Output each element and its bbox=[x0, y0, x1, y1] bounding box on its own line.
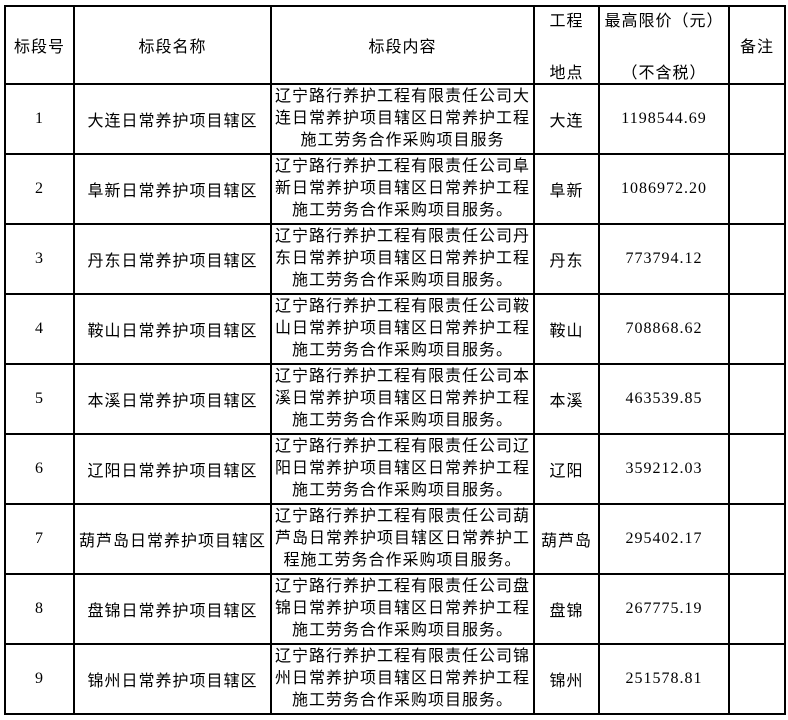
table-row: 1 大连日常养护项目辖区 辽宁路行养护工程有限责任公司大连日常养护项目辖区日常养… bbox=[4, 83, 786, 155]
cell-section-no: 4 bbox=[4, 293, 75, 365]
table-row: 3 丹东日常养护项目辖区 辽宁路行养护工程有限责任公司丹东日常养护项目辖区日常养… bbox=[4, 223, 786, 295]
cell-location: 本溪 bbox=[533, 363, 600, 435]
cell-section-name: 本溪日常养护项目辖区 bbox=[73, 363, 272, 435]
cell-section-no: 2 bbox=[4, 153, 75, 225]
cell-section-name: 鞍山日常养护项目辖区 bbox=[73, 293, 272, 365]
header-max-price-stack: 最高限价（元） （不含税） bbox=[601, 8, 727, 82]
cell-section-name: 葫芦岛日常养护项目辖区 bbox=[73, 503, 272, 575]
header-max-price: 最高限价（元） （不含税） bbox=[598, 5, 730, 85]
cell-section-content: 辽宁路行养护工程有限责任公司锦州日常养护项目辖区日常养护工程施工劳务合作采购项目… bbox=[270, 643, 535, 715]
cell-max-price: 1198544.69 bbox=[598, 83, 730, 155]
header-location-stack: 工程 地点 bbox=[536, 8, 597, 82]
cell-max-price: 1086972.20 bbox=[598, 153, 730, 225]
cell-max-price: 463539.85 bbox=[598, 363, 730, 435]
table-row: 8 盘锦日常养护项目辖区 辽宁路行养护工程有限责任公司盘锦日常养护项目辖区日常养… bbox=[4, 573, 786, 645]
cell-section-content: 辽宁路行养护工程有限责任公司阜新日常养护项目辖区日常养护工程施工劳务合作采购项目… bbox=[270, 153, 535, 225]
table-row: 7 葫芦岛日常养护项目辖区 辽宁路行养护工程有限责任公司葫芦岛日常养护项目辖区日… bbox=[4, 503, 786, 575]
cell-section-content: 辽宁路行养护工程有限责任公司鞍山日常养护项目辖区日常养护工程施工劳务合作采购项目… bbox=[270, 293, 535, 365]
cell-section-content: 辽宁路行养护工程有限责任公司辽阳日常养护项目辖区日常养护工程施工劳务合作采购项目… bbox=[270, 433, 535, 505]
cell-section-no: 9 bbox=[4, 643, 75, 715]
cell-location: 锦州 bbox=[533, 643, 600, 715]
table-row: 9 锦州日常养护项目辖区 辽宁路行养护工程有限责任公司锦州日常养护项目辖区日常养… bbox=[4, 643, 786, 715]
cell-remark bbox=[728, 433, 786, 505]
cell-section-name: 丹东日常养护项目辖区 bbox=[73, 223, 272, 295]
cell-remark bbox=[728, 223, 786, 295]
table-body: 1 大连日常养护项目辖区 辽宁路行养护工程有限责任公司大连日常养护项目辖区日常养… bbox=[4, 83, 786, 715]
cell-section-name: 大连日常养护项目辖区 bbox=[73, 83, 272, 155]
header-max-price-line1: 最高限价（元） bbox=[604, 13, 724, 30]
cell-section-no: 6 bbox=[4, 433, 75, 505]
cell-max-price: 708868.62 bbox=[598, 293, 730, 365]
cell-section-content: 辽宁路行养护工程有限责任公司本溪日常养护项目辖区日常养护工程施工劳务合作采购项目… bbox=[270, 363, 535, 435]
cell-section-name: 锦州日常养护项目辖区 bbox=[73, 643, 272, 715]
cell-location: 阜新 bbox=[533, 153, 600, 225]
bid-sections-table: 标段号 标段名称 标段内容 工程 地点 最高限价（元） （不含税） 备注 1 大… bbox=[4, 5, 786, 715]
cell-section-no: 1 bbox=[4, 83, 75, 155]
cell-remark bbox=[728, 83, 786, 155]
cell-remark bbox=[728, 293, 786, 365]
header-location: 工程 地点 bbox=[533, 5, 600, 85]
header-section-no: 标段号 bbox=[4, 5, 75, 85]
cell-max-price: 267775.19 bbox=[598, 573, 730, 645]
cell-remark bbox=[728, 503, 786, 575]
cell-section-content: 辽宁路行养护工程有限责任公司葫芦岛日常养护项目辖区日常养护工程施工劳务合作采购项… bbox=[270, 503, 535, 575]
cell-section-no: 3 bbox=[4, 223, 75, 295]
cell-remark bbox=[728, 363, 786, 435]
cell-max-price: 295402.17 bbox=[598, 503, 730, 575]
cell-section-content: 辽宁路行养护工程有限责任公司大连日常养护项目辖区日常养护工程施工劳务合作采购项目… bbox=[270, 83, 535, 155]
table-row: 6 辽阳日常养护项目辖区 辽宁路行养护工程有限责任公司辽阳日常养护项目辖区日常养… bbox=[4, 433, 786, 505]
cell-section-name: 辽阳日常养护项目辖区 bbox=[73, 433, 272, 505]
header-section-content: 标段内容 bbox=[270, 5, 535, 85]
header-location-line1: 工程 bbox=[549, 13, 584, 30]
cell-location: 辽阳 bbox=[533, 433, 600, 505]
cell-remark bbox=[728, 153, 786, 225]
header-max-price-line2: （不含税） bbox=[621, 65, 707, 82]
cell-location: 盘锦 bbox=[533, 573, 600, 645]
cell-section-content: 辽宁路行养护工程有限责任公司丹东日常养护项目辖区日常养护工程施工劳务合作采购项目… bbox=[270, 223, 535, 295]
table-row: 5 本溪日常养护项目辖区 辽宁路行养护工程有限责任公司本溪日常养护项目辖区日常养… bbox=[4, 363, 786, 435]
cell-location: 大连 bbox=[533, 83, 600, 155]
cell-location: 葫芦岛 bbox=[533, 503, 600, 575]
cell-section-no: 5 bbox=[4, 363, 75, 435]
cell-section-no: 8 bbox=[4, 573, 75, 645]
cell-section-name: 阜新日常养护项目辖区 bbox=[73, 153, 272, 225]
header-row: 标段号 标段名称 标段内容 工程 地点 最高限价（元） （不含税） 备注 bbox=[4, 5, 786, 85]
cell-remark bbox=[728, 643, 786, 715]
cell-section-content: 辽宁路行养护工程有限责任公司盘锦日常养护项目辖区日常养护工程施工劳务合作采购项目… bbox=[270, 573, 535, 645]
cell-max-price: 251578.81 bbox=[598, 643, 730, 715]
cell-max-price: 773794.12 bbox=[598, 223, 730, 295]
header-location-line2: 地点 bbox=[549, 65, 584, 82]
cell-remark bbox=[728, 573, 786, 645]
table-row: 4 鞍山日常养护项目辖区 辽宁路行养护工程有限责任公司鞍山日常养护项目辖区日常养… bbox=[4, 293, 786, 365]
header-remark: 备注 bbox=[728, 5, 786, 85]
cell-section-no: 7 bbox=[4, 503, 75, 575]
header-section-name: 标段名称 bbox=[73, 5, 272, 85]
cell-max-price: 359212.03 bbox=[598, 433, 730, 505]
table-row: 2 阜新日常养护项目辖区 辽宁路行养护工程有限责任公司阜新日常养护项目辖区日常养… bbox=[4, 153, 786, 225]
cell-section-name: 盘锦日常养护项目辖区 bbox=[73, 573, 272, 645]
cell-location: 丹东 bbox=[533, 223, 600, 295]
cell-location: 鞍山 bbox=[533, 293, 600, 365]
